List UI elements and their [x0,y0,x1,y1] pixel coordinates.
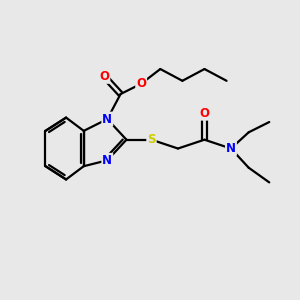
Text: O: O [99,70,110,83]
Text: O: O [200,107,209,120]
Text: N: N [102,112,112,126]
Text: N: N [102,154,112,167]
Text: S: S [147,133,156,146]
Text: N: N [226,142,236,155]
Text: O: O [136,77,146,90]
